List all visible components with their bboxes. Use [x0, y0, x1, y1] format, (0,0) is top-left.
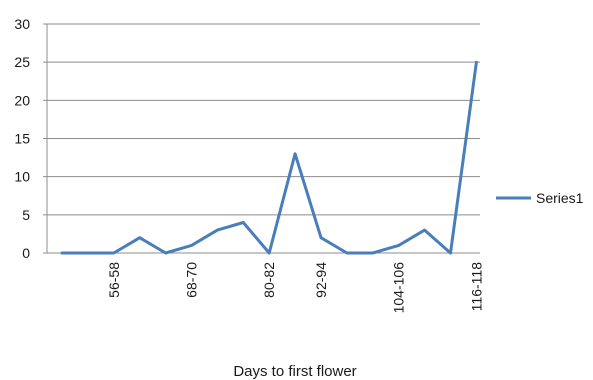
data-point [268, 251, 271, 255]
y-tick-label: 20 [14, 92, 30, 108]
data-point [242, 221, 245, 224]
x-tick-label: 80-82 [261, 262, 277, 298]
x-tick-label: 116-118 [468, 262, 484, 312]
x-tick-label: 104-106 [391, 262, 407, 314]
gridlines [47, 23, 480, 216]
y-tick-labels: 0 5 10 15 20 25 30 [14, 16, 30, 261]
x-axis-title: Days to first flower [233, 363, 356, 380]
x-tick-label: 92-94 [313, 262, 329, 298]
legend-label-series1: Series1 [536, 190, 584, 206]
x-tick-labels: 56-58 68-70 80-82 92-94 104-106 116-118 [106, 262, 485, 314]
data-point [293, 152, 297, 155]
y-tick-label: 30 [14, 16, 30, 32]
data-point [190, 244, 193, 247]
data-point [449, 251, 452, 255]
data-point [423, 228, 426, 232]
data-point [319, 236, 323, 239]
data-point [397, 244, 400, 247]
data-point [216, 228, 219, 232]
data-point [371, 251, 374, 255]
data-point [138, 236, 141, 239]
legend: Series1 [496, 190, 584, 206]
data-point [475, 60, 478, 64]
y-tick-label: 10 [14, 169, 30, 185]
x-tick-label: 68-70 [184, 262, 200, 298]
axes [43, 23, 480, 254]
y-tick-label: 5 [22, 207, 30, 223]
y-tick-label: 0 [22, 245, 30, 261]
data-point [164, 251, 167, 255]
y-tick-label: 15 [14, 131, 30, 147]
y-tick-label: 25 [14, 54, 30, 70]
data-point [86, 251, 90, 255]
data-point [112, 251, 116, 255]
data-point [60, 251, 64, 255]
series-line-1 [60, 60, 478, 255]
x-tick-label: 56-58 [106, 262, 122, 298]
series-lines [60, 60, 478, 255]
data-point [345, 251, 349, 255]
